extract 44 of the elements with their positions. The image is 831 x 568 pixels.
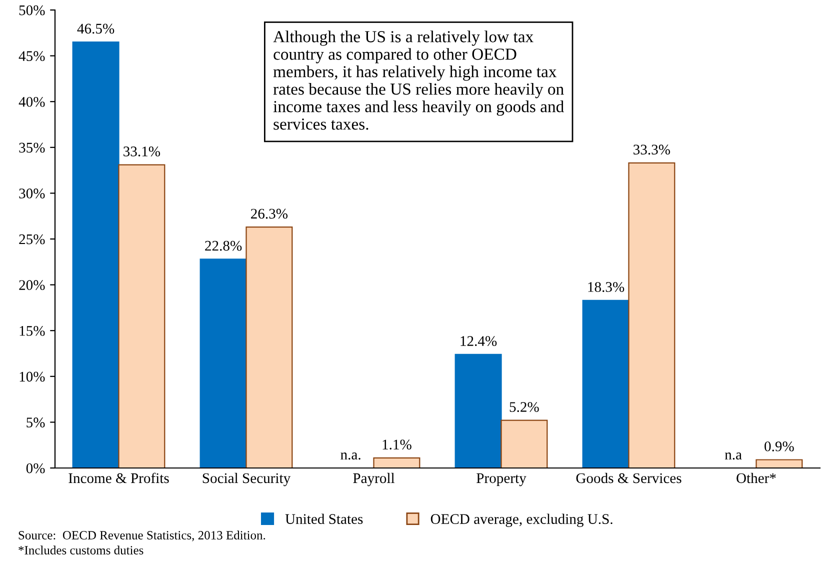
legend-label: United States <box>285 514 363 524</box>
x-tick-label: Goods & Services <box>576 472 682 484</box>
y-tick-label: 15% <box>20 326 45 336</box>
bar <box>373 457 420 468</box>
x-tick-label: Income & Profits <box>68 472 169 484</box>
bar <box>454 354 502 468</box>
annotation: Although the US is a relatively low tax country as compared to other OECD members, it has relatively high income tax rates because the US relies more heavily on income taxes and less heavily on goods and services taxes. <box>273 30 564 130</box>
x-tick-label: Payroll <box>353 472 395 486</box>
bar <box>500 420 548 468</box>
y-tick-label: 20% <box>19 280 45 290</box>
bar <box>582 300 630 468</box>
data-label: 33.1% <box>124 146 160 156</box>
bar <box>200 258 247 468</box>
bar <box>118 164 166 468</box>
y-tick-label: 25% <box>19 234 45 244</box>
data-label: 5.2% <box>510 402 539 412</box>
data-label: 46.5% <box>77 24 114 34</box>
data-label: 12.4% <box>460 336 497 346</box>
bar <box>628 162 676 468</box>
text: n.a. <box>340 452 360 460</box>
y-tick-label: 40% <box>18 96 45 107</box>
y-tick-label: 5% <box>26 418 45 428</box>
data-label: 18.3% <box>588 282 624 292</box>
text: *Includes customs duties <box>18 546 144 554</box>
text: n.a <box>724 452 742 460</box>
y-tick-label: 30% <box>19 188 45 198</box>
y-tick-label: 10% <box>20 372 45 382</box>
legend-label: OECD average, excluding U.S. <box>430 514 612 527</box>
x-tick-label: Property <box>476 473 526 486</box>
data-label: 1.1% <box>382 440 412 450</box>
data-label: 0.9% <box>764 441 794 452</box>
y-tick-label: 0% <box>26 463 45 474</box>
y-tick-label: 35% <box>19 142 45 153</box>
bar <box>72 42 120 468</box>
data-label: 22.8% <box>205 240 242 251</box>
data-label: 33.3% <box>634 144 670 155</box>
bar <box>246 226 293 468</box>
y-tick-label: 50% <box>19 5 45 16</box>
x-tick-label: Social Security <box>202 472 291 486</box>
y-tick-label: 45% <box>18 51 45 62</box>
source-note: Source: OECD Revenue Statistics, 2013 Edition. <box>18 530 266 542</box>
x-tick-label: Other* <box>736 472 776 484</box>
bar <box>756 459 803 468</box>
data-label: 26.3% <box>251 208 288 219</box>
